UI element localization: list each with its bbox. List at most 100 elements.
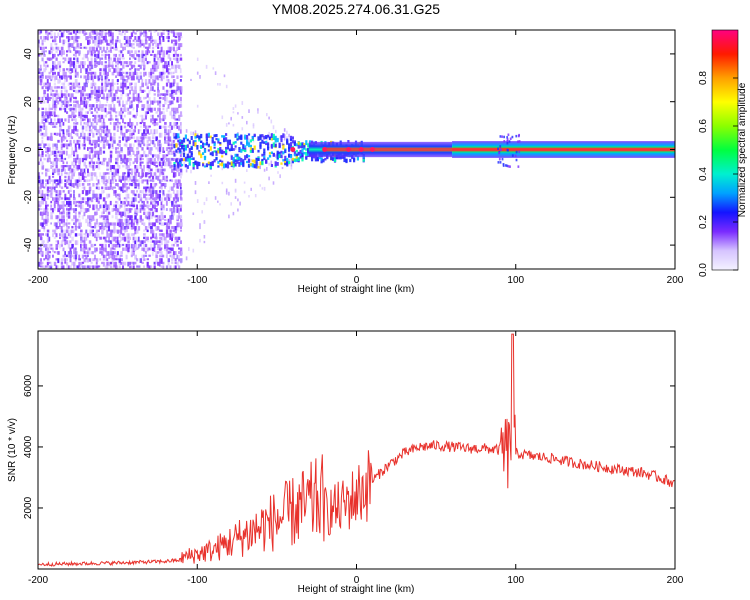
heatmap-noise-cell [141,136,144,140]
heatmap-noise-cell [69,200,72,206]
heatmap-noise-cell [148,75,151,78]
heatmap-noise-cell [164,161,167,167]
heatmap-noise-cell [102,150,106,154]
heatmap-band-cell [267,146,270,151]
heatmap-noise-cell [125,226,129,230]
heatmap-noise-cell [92,39,95,44]
heatmap-noise-cell [97,32,100,36]
heatmap-noise-cell [66,89,68,93]
heatmap-noise-cell [59,125,62,131]
heatmap-noise-cell [104,36,107,40]
heatmap-noise-cell [176,197,179,202]
heatmap-noise-cell [248,109,250,113]
heatmap-noise-cell [169,150,172,155]
heatmap-noise-cell [125,86,128,90]
heatmap-noise-cell [143,265,145,268]
heatmap-noise-cell [115,64,117,68]
heatmap-noise-cell [59,79,61,83]
heatmap-noise-cell [81,247,85,252]
heatmap-noise-cell [78,204,81,208]
heatmap-noise-cell [60,118,63,123]
heatmap-band-cell [261,134,264,138]
heatmap-noise-cell [67,233,70,237]
heatmap-band-cell [236,153,239,157]
heatmap-noise-cell [148,96,151,102]
heatmap-noise-cell [157,161,160,165]
heatmap-band-cell [188,158,191,163]
heatmap-noise-cell [155,218,158,223]
heatmap-noise-cell [174,200,178,204]
heatmap-noise-cell [99,132,102,138]
heatmap-noise-cell [164,215,166,218]
heatmap-noise-cell [104,243,107,248]
heatmap-noise-cell [99,36,101,40]
heatmap-noise-cell [120,154,123,159]
heatmap-noise-cell [243,181,246,184]
heatmap-noise-cell [281,167,284,170]
heatmap-disturbance-cell [509,165,511,168]
heatmap-noise-cell [57,64,60,69]
heatmap-noise-cell [132,107,135,111]
heatmap-noise-cell [122,211,124,216]
heatmap-noise-cell [172,89,176,93]
heatmap-noise-cell [101,122,104,127]
heatmap-noise-cell [158,240,162,244]
heatmap-noise-cell [113,82,116,86]
heatmap-noise-cell [162,53,166,58]
heatmap-noise-cell [83,208,86,211]
heatmap-noise-cell [162,107,165,111]
heatmap-noise-cell [143,200,145,206]
heatmap-noise-cell [116,218,119,223]
heatmap-noise-cell [106,139,109,145]
heatmap-noise-cell [45,132,48,137]
heatmap-noise-cell [179,168,183,173]
heatmap-noise-cell [74,30,77,32]
heatmap-noise-cell [78,114,80,118]
heatmap-noise-cell [151,114,154,119]
heatmap-noise-cell [127,236,130,240]
heatmap-noise-cell [95,261,98,265]
heatmap-noise-cell [125,193,128,197]
heatmap-noise-cell [129,172,131,175]
heatmap-noise-cell [52,89,55,92]
heatmap-noise-cell [176,254,179,260]
heatmap-noise-cell [92,71,95,75]
heatmap-band-cell [297,151,300,156]
heatmap-noise-cell [151,64,154,70]
heatmap-noise-cell [160,118,163,121]
heatmap-noise-cell [115,254,118,258]
heatmap-band-cell [286,138,289,144]
heatmap-noise-cell [160,186,163,190]
heatmap-noise-cell [134,57,137,60]
heatmap-noise-cell [178,89,181,93]
heatmap-noise-cell [176,226,179,231]
heatmap-noise-cell [74,265,77,268]
heatmap-noise-cell [71,175,74,180]
heatmap-noise-cell [41,75,44,79]
heatmap-noise-cell [165,157,168,162]
heatmap-noise-cell [164,179,167,182]
heatmap-noise-cell [171,247,174,251]
heatmap-noise-cell [158,215,161,219]
heatmap-noise-cell [116,157,119,161]
heatmap-noise-cell [176,61,179,64]
heatmap-noise-cell [85,100,88,106]
heatmap-noise-cell [118,165,121,169]
heatmap-band-cell [186,144,189,148]
heatmap-noise-cell [141,204,144,210]
heatmap-noise-cell [87,50,90,55]
heatmap-noise-cell [83,157,86,161]
heatmap-noise-cell [158,229,162,232]
heatmap-noise-cell [80,89,83,94]
heatmap-band-cell [238,147,241,150]
heatmap-noise-cell [115,89,118,94]
heatmap-noise-cell [43,118,46,121]
heatmap-noise-cell [172,243,175,247]
heatmap-noise-cell [109,107,113,111]
heatmap-noise-cell [134,172,137,176]
heatmap-noise-cell [90,172,93,176]
heatmap-noise-cell [146,147,149,150]
heatmap-noise-cell [223,74,226,78]
heatmap-noise-cell [73,114,76,119]
heatmap-noise-cell [127,136,130,141]
